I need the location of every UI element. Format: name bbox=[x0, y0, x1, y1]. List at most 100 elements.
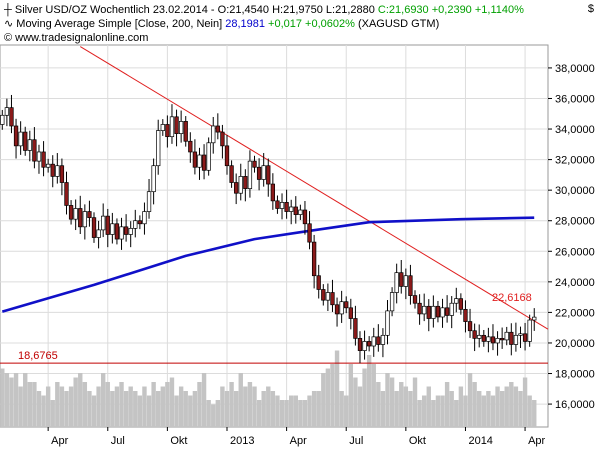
candle-body bbox=[449, 302, 454, 316]
volume-bar bbox=[41, 395, 46, 427]
y-tick-label: 32,0000 bbox=[555, 155, 595, 167]
trend-line-label: 22,6168 bbox=[492, 292, 532, 304]
candle-body bbox=[444, 307, 450, 316]
candle-body bbox=[0, 114, 5, 125]
x-tick-label: Jul bbox=[111, 435, 125, 447]
volume-bar bbox=[233, 391, 239, 427]
candle-body bbox=[522, 333, 528, 342]
volume-bar bbox=[490, 395, 496, 427]
volume-bar bbox=[513, 386, 519, 427]
candle-body bbox=[334, 304, 340, 315]
volume-bar bbox=[330, 364, 335, 427]
volume-bar bbox=[440, 395, 445, 427]
volume-bar bbox=[137, 395, 143, 427]
candle-body bbox=[23, 131, 28, 151]
candle-body bbox=[261, 165, 266, 180]
candle-body bbox=[307, 223, 312, 243]
candle-body bbox=[403, 275, 408, 287]
moving-average-line bbox=[1, 216, 535, 313]
volume-bar bbox=[389, 377, 395, 427]
volume-bar bbox=[339, 391, 344, 427]
candle-body bbox=[266, 165, 271, 185]
candle-body bbox=[435, 305, 441, 318]
y-tick-label: 18,0000 bbox=[555, 369, 595, 381]
volume-bar bbox=[362, 368, 367, 427]
candle-body bbox=[178, 121, 184, 134]
indicator-value: 28,1981 bbox=[225, 18, 265, 30]
volume-bar bbox=[426, 386, 431, 427]
volume-bar bbox=[215, 400, 221, 427]
volume-bar bbox=[421, 395, 427, 427]
candle-body bbox=[289, 206, 294, 212]
candle-body bbox=[206, 142, 211, 171]
volume-bar bbox=[380, 391, 386, 427]
candle-body bbox=[399, 272, 404, 287]
volume-bar bbox=[114, 386, 120, 427]
volume-bar bbox=[4, 373, 10, 427]
header-line-2: ∿ Moving Average Simple [Close, 200, Nei… bbox=[4, 17, 439, 31]
volume-bar bbox=[504, 386, 509, 427]
volume-bar bbox=[45, 386, 51, 427]
candle-body bbox=[243, 176, 248, 189]
candle-body bbox=[73, 208, 78, 220]
candle-body bbox=[137, 220, 143, 225]
y-tick-label: 24,0000 bbox=[555, 277, 595, 289]
volume-bar bbox=[183, 391, 188, 427]
candle-body bbox=[46, 163, 51, 168]
volume-bar bbox=[279, 400, 285, 427]
x-tick-label: Apr bbox=[290, 435, 307, 447]
volume-bar bbox=[353, 377, 358, 427]
candle-body bbox=[325, 292, 331, 301]
candle-body bbox=[146, 191, 152, 212]
candle-body bbox=[36, 151, 42, 162]
candle-body bbox=[82, 211, 87, 228]
volume-bar bbox=[96, 386, 101, 427]
volume-bar bbox=[284, 400, 289, 427]
volume-bar bbox=[371, 364, 376, 427]
candle-body bbox=[119, 226, 124, 240]
volume-bar bbox=[50, 400, 55, 427]
candle-body bbox=[151, 165, 156, 193]
quote-close: C:21,6930 bbox=[377, 4, 429, 16]
volume-bar bbox=[252, 386, 257, 427]
copyright-icon: © bbox=[4, 32, 16, 44]
y-tick-label: 20,0000 bbox=[555, 338, 595, 350]
volume-bar bbox=[169, 377, 175, 427]
candle-body bbox=[224, 145, 230, 167]
volume-bar bbox=[417, 400, 422, 427]
candle-body bbox=[64, 182, 69, 206]
volume-bar bbox=[435, 395, 441, 427]
volume-bar bbox=[9, 377, 14, 427]
volume-bar bbox=[156, 391, 161, 427]
volume-bar bbox=[192, 391, 198, 427]
volume-bar bbox=[128, 386, 133, 427]
volume-bar bbox=[105, 382, 110, 427]
volume-bar bbox=[64, 391, 69, 427]
indicator-change: +0,017 +0,0602% bbox=[268, 18, 355, 30]
volume-bar bbox=[256, 400, 262, 427]
candle-body bbox=[344, 301, 349, 309]
volume-bar bbox=[532, 400, 537, 427]
volume-bar bbox=[23, 373, 28, 427]
candle-body bbox=[454, 298, 459, 304]
trend-line bbox=[79, 46, 549, 330]
candle-body bbox=[490, 336, 496, 344]
candle-body bbox=[252, 160, 257, 168]
volume-bar bbox=[321, 373, 326, 427]
candle-body bbox=[463, 308, 468, 322]
volume-bar bbox=[142, 386, 147, 427]
volume-bar bbox=[243, 386, 248, 427]
candle-body bbox=[78, 208, 83, 228]
candle-body bbox=[9, 107, 14, 127]
candle-body bbox=[142, 211, 147, 225]
volume-bar bbox=[178, 386, 184, 427]
candle-body bbox=[174, 116, 179, 134]
volume-bar bbox=[82, 382, 88, 427]
header-line-3: © www.tradesignalonline.com bbox=[4, 31, 148, 45]
candle-body bbox=[59, 165, 65, 183]
y-tick-label: 22,0000 bbox=[555, 307, 595, 319]
candle-body bbox=[348, 307, 353, 319]
x-tick-label: 2013 bbox=[230, 435, 254, 447]
quote-date: 23.02.2014 bbox=[152, 4, 208, 16]
